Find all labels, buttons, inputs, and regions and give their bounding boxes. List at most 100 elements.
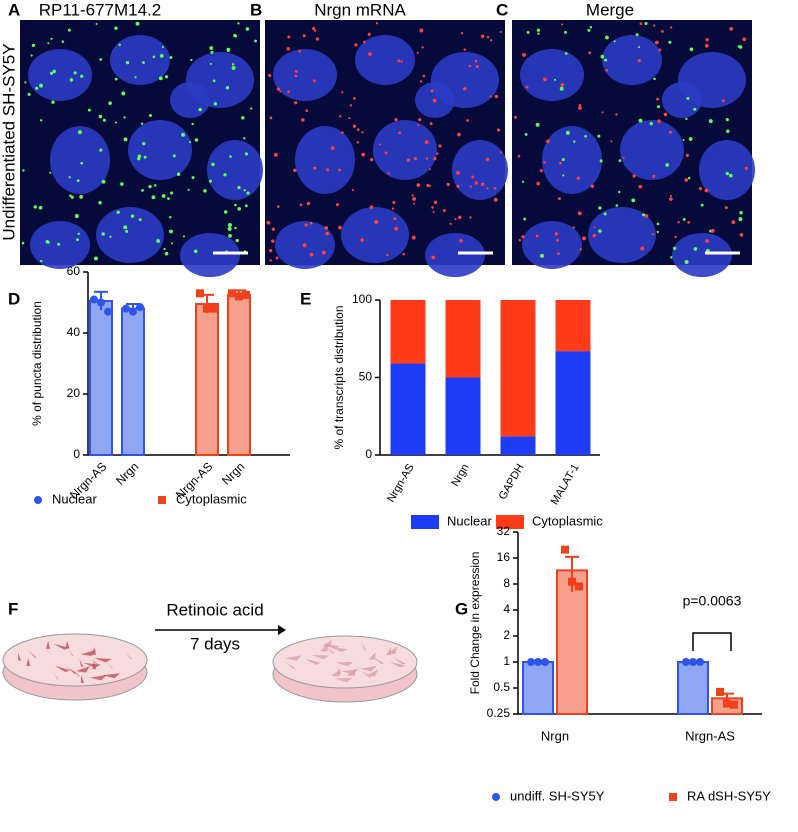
puncta (526, 30, 530, 34)
puncta (688, 137, 693, 141)
puncta (729, 26, 734, 31)
puncta (49, 71, 54, 75)
puncta (669, 197, 673, 201)
puncta (635, 33, 639, 37)
puncta (102, 118, 106, 122)
cell (360, 670, 373, 678)
puncta (514, 115, 517, 119)
nucleus (273, 49, 337, 101)
cell (361, 642, 367, 651)
puncta (685, 117, 688, 121)
puncta (286, 47, 290, 51)
puncta (95, 22, 98, 26)
puncta (391, 207, 395, 210)
puncta (411, 235, 416, 240)
puncta (456, 184, 460, 188)
puncta (442, 209, 446, 213)
puncta (76, 238, 80, 242)
puncta (309, 221, 313, 225)
puncta (140, 122, 144, 125)
puncta (363, 40, 366, 44)
puncta (622, 156, 625, 159)
y-axis-label: % of puncta distribution (30, 301, 44, 426)
cell (80, 674, 85, 683)
puncta (670, 26, 673, 29)
puncta (642, 213, 646, 217)
puncta (412, 197, 416, 201)
puncta (537, 32, 540, 35)
puncta (375, 22, 379, 25)
bar-segment (445, 377, 481, 455)
nucleus (207, 140, 263, 200)
data-point (242, 290, 250, 299)
puncta (704, 43, 709, 48)
puncta (433, 200, 438, 204)
cell (330, 669, 341, 677)
puncta (52, 69, 56, 74)
puncta (77, 232, 80, 236)
puncta (493, 186, 497, 190)
puncta (76, 179, 80, 183)
y-tick-label: 60 (67, 264, 81, 278)
puncta (684, 260, 689, 264)
puncta (80, 74, 84, 78)
puncta (169, 216, 172, 219)
cell (368, 651, 376, 660)
puncta (584, 134, 587, 138)
puncta (98, 114, 103, 119)
puncta (521, 180, 525, 183)
y-tick-label: 0.5 (493, 680, 510, 694)
cell (334, 677, 353, 683)
bar-segment (500, 300, 536, 437)
puncta (244, 152, 249, 156)
puncta (254, 39, 257, 43)
bar (556, 569, 588, 715)
nucleus (602, 35, 662, 85)
data-point (534, 658, 542, 666)
puncta (245, 27, 250, 31)
puncta (432, 210, 435, 213)
y-tick-label: 2 (503, 628, 510, 642)
legend-marker (158, 496, 166, 504)
puncta (674, 235, 677, 239)
puncta (114, 121, 117, 124)
puncta (148, 184, 152, 189)
puncta (418, 118, 422, 122)
puncta (496, 128, 501, 132)
data-point (228, 289, 236, 298)
puncta (644, 214, 649, 218)
legend-swatch (496, 515, 524, 529)
puncta (246, 191, 250, 195)
puncta (269, 259, 272, 262)
nucleus (50, 126, 110, 194)
puncta (573, 140, 576, 143)
puncta (67, 28, 71, 32)
puncta (125, 61, 130, 65)
puncta (669, 195, 672, 198)
puncta (663, 112, 668, 117)
data-point (136, 303, 144, 312)
bar-segment (390, 363, 426, 455)
puncta (433, 157, 437, 161)
puncta (597, 134, 601, 138)
puncta (687, 221, 691, 224)
puncta (386, 253, 389, 257)
cell (17, 652, 22, 661)
y-tick-label: 16 (497, 550, 511, 564)
puncta (161, 45, 164, 49)
cell (26, 658, 31, 667)
puncta (98, 200, 102, 205)
puncta (169, 229, 173, 234)
nucleus (620, 120, 684, 180)
puncta (457, 132, 461, 137)
duration: 7 days (190, 634, 240, 653)
nucleus (542, 126, 602, 194)
puncta (705, 37, 709, 42)
puncta (243, 137, 246, 140)
puncta (156, 239, 161, 243)
puncta (45, 240, 50, 244)
nucleus (180, 233, 240, 277)
puncta (33, 205, 37, 209)
y-tick-label: 8 (503, 576, 510, 590)
cell (285, 655, 302, 661)
